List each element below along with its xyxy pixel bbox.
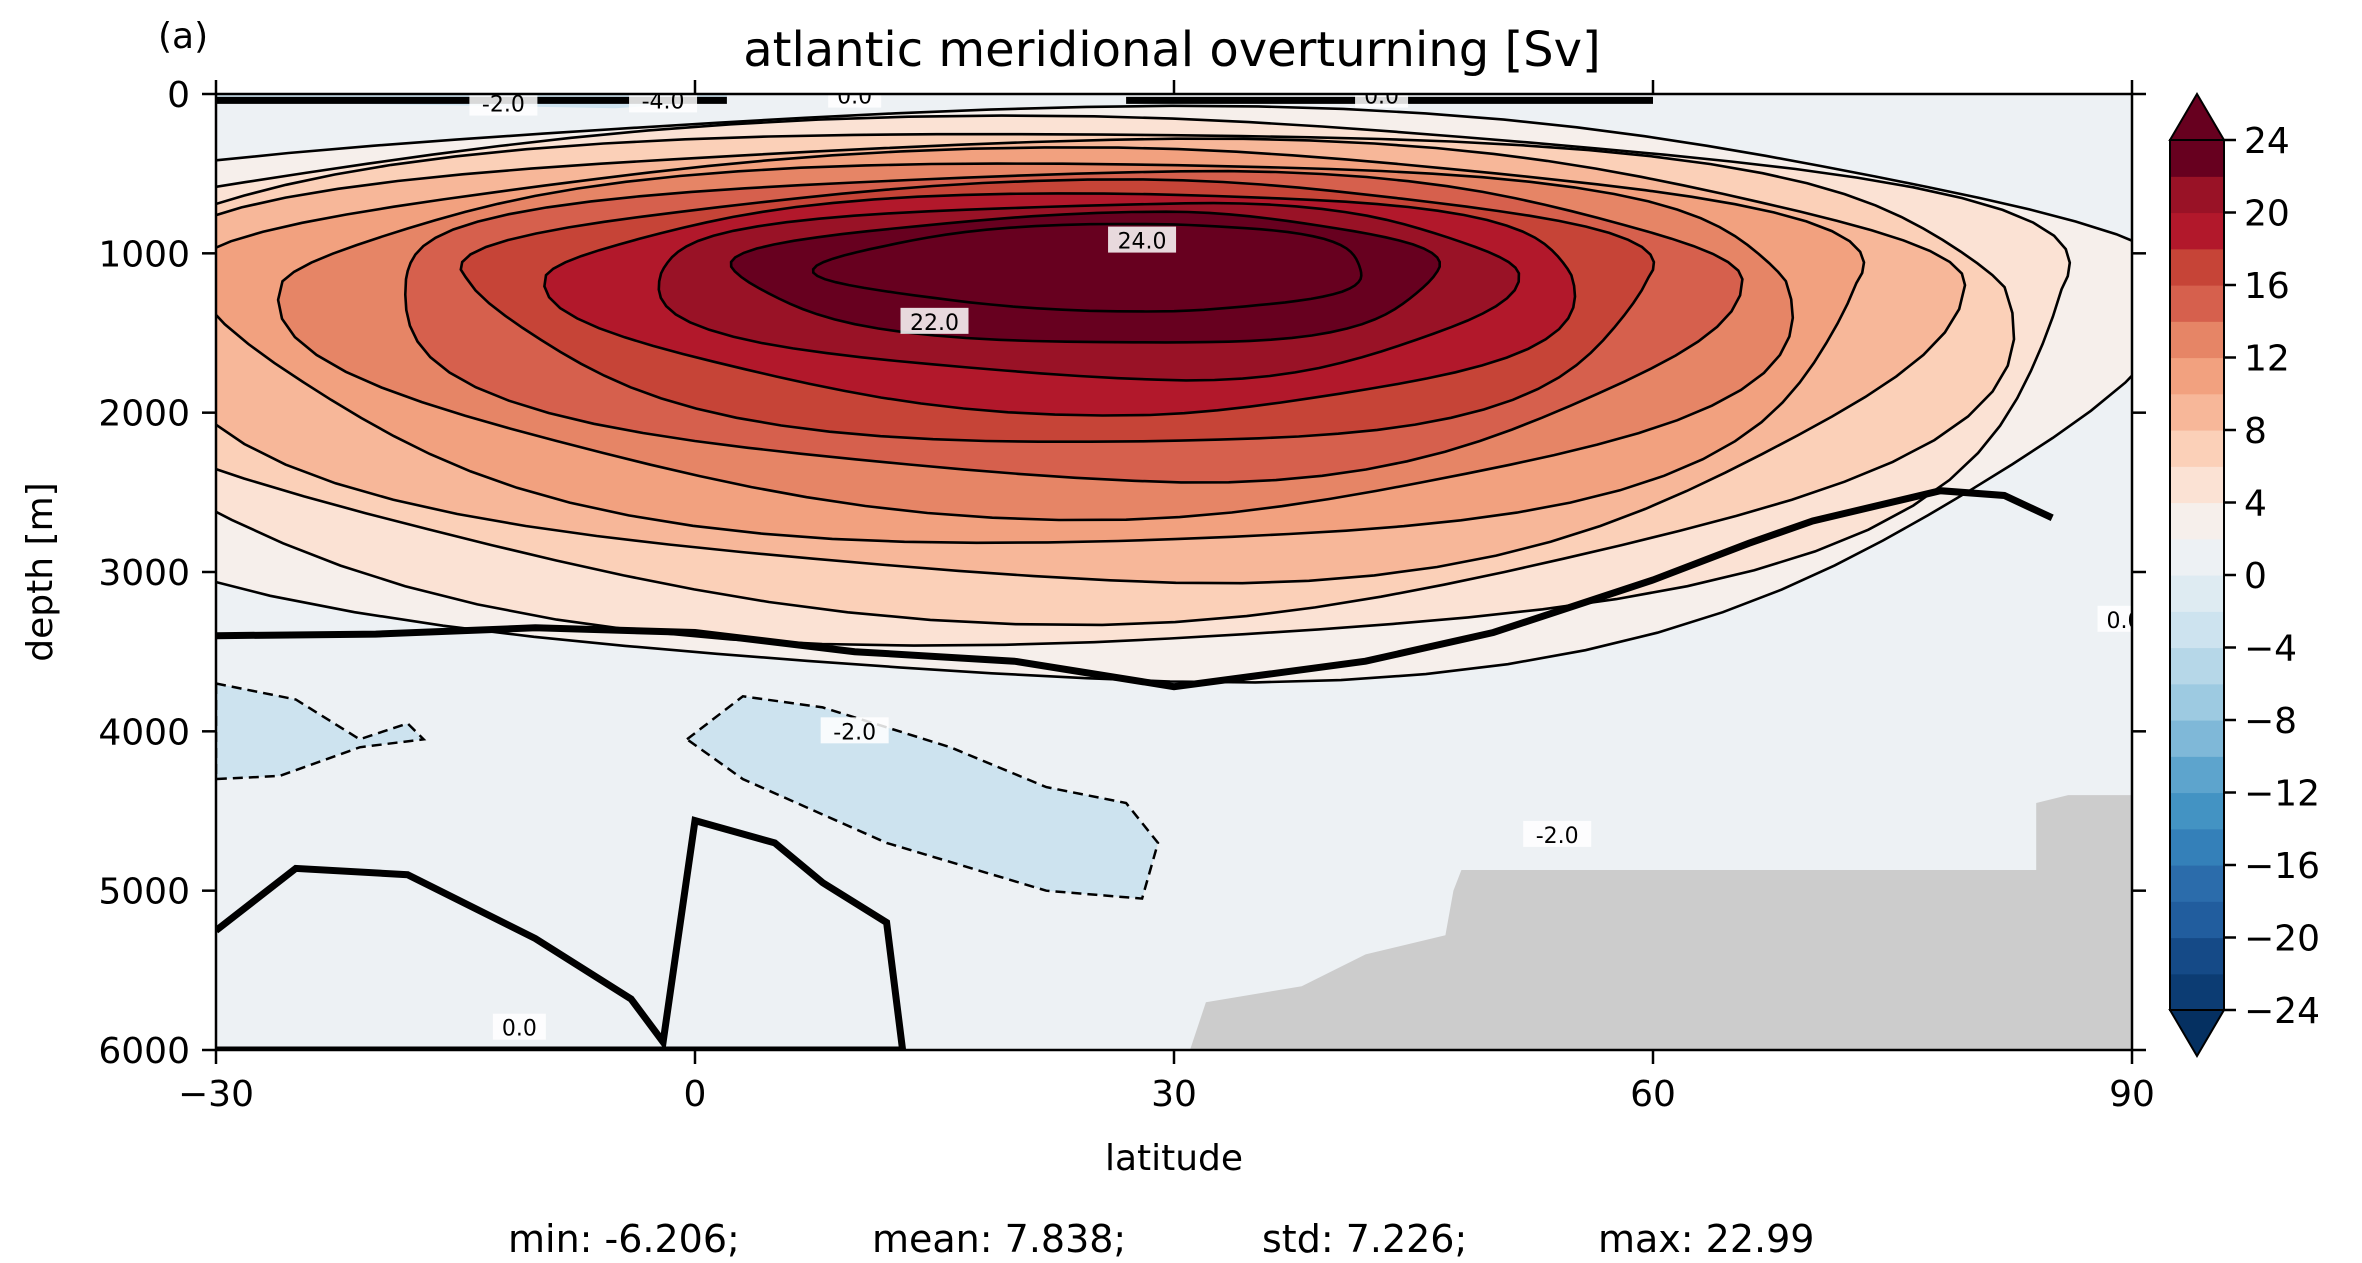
colorbar-tick-label: 24	[2244, 121, 2290, 162]
contour-label: 22.0	[910, 311, 959, 336]
contour-band-24	[811, 222, 1363, 313]
minus-two-contour-center	[684, 694, 1160, 900]
colorbar-segment	[2170, 357, 2224, 395]
contour-label-bg	[828, 94, 882, 108]
x-tick-label: 60	[1630, 1074, 1676, 1115]
y-tick-label: 1000	[98, 234, 190, 275]
colorbar-tick-label: 0	[2244, 556, 2267, 597]
contour-label-bg	[900, 307, 969, 334]
colorbar-segment	[2170, 285, 2224, 322]
x-axis: −30 0 30 60 90	[178, 80, 2155, 1115]
colorbar-segment	[2170, 430, 2224, 467]
stat-std: std: 7.226;	[1262, 1217, 1467, 1261]
colorbar-tick-label: 8	[2244, 411, 2267, 452]
panel-label: (a)	[158, 16, 208, 57]
colorbar-segment	[2170, 538, 2224, 576]
colorbar-segment	[2170, 792, 2224, 830]
contour-label-bg	[1355, 94, 1409, 108]
colorbar-tick-label: 4	[2244, 484, 2267, 525]
colorbar-tick-label: −16	[2244, 846, 2320, 887]
y-tick-label: 5000	[98, 872, 190, 913]
statistics-footer: min: -6.206; mean: 7.838; std: 7.226; ma…	[508, 1217, 1814, 1261]
colorbar: 24 20 16 12 8 4 0 −4 −8 −12 −16 −20 −24	[2168, 92, 2320, 1058]
colorbar-segment	[2170, 176, 2224, 214]
positive-bottom-region	[216, 820, 903, 1050]
contour-label: 0.0	[502, 1017, 537, 1042]
colorbar-tick-label: −12	[2244, 774, 2320, 815]
colorbar-segment	[2170, 248, 2224, 286]
colorbar-extend-min	[2168, 1009, 2226, 1058]
contour-label: 0.0	[837, 85, 872, 110]
contour-label-bg	[2097, 605, 2132, 632]
colorbar-segment	[2170, 901, 2224, 939]
colorbar-segment	[2170, 321, 2224, 359]
stat-min: min: -6.206;	[508, 1217, 740, 1261]
minus-two-contour-left	[216, 682, 427, 781]
colorbar-segment	[2170, 393, 2224, 431]
colorbar-segment	[2170, 212, 2224, 250]
colorbar-tick-label: −8	[2244, 701, 2297, 742]
colorbar-segment	[2170, 973, 2224, 1011]
colorbar-tick-label: 12	[2244, 339, 2290, 380]
colorbar-tick-label: −4	[2244, 629, 2297, 670]
contour-label-bg	[492, 1013, 546, 1040]
land-mask	[1190, 795, 2132, 1050]
colorbar-tick-label: 16	[2244, 266, 2290, 307]
contour-label-bg	[629, 94, 698, 113]
colorbar-segment	[2170, 683, 2224, 721]
contour-label-bg	[1523, 820, 1592, 847]
negative-region-center	[687, 696, 1158, 899]
contour-label-bg	[820, 717, 889, 744]
zero-contour-main	[216, 487, 2054, 691]
colorbar-tick-label: −20	[2244, 919, 2320, 960]
colorbar-segment	[2170, 937, 2224, 975]
contour-bands	[216, 104, 2132, 684]
y-tick-label: 3000	[98, 553, 190, 594]
y-tick-label: 2000	[98, 394, 190, 435]
y-axis-label: depth [m]	[20, 482, 61, 661]
negative-region-left	[216, 683, 424, 780]
colorbar-segment	[2170, 756, 2224, 794]
contour-label: -2.0	[1536, 824, 1579, 849]
colorbar-segment	[2170, 140, 2224, 177]
colorbar-segment	[2170, 611, 2224, 649]
chart-title: atlantic meridional overturning [Sv]	[743, 22, 1601, 78]
contour-label-bg	[1108, 226, 1177, 253]
stat-mean: mean: 7.838;	[872, 1217, 1126, 1261]
contour-label: 24.0	[1118, 230, 1167, 255]
x-tick-label: 30	[1151, 1074, 1197, 1115]
colorbar-segment	[2170, 466, 2224, 504]
contour-label: -2.0	[833, 720, 876, 745]
y-tick-label: 4000	[98, 712, 190, 753]
x-tick-label: −30	[178, 1074, 254, 1115]
contour-label: -4.0	[642, 89, 685, 114]
contour-label-bg	[469, 94, 538, 116]
contour-label: -2.0	[482, 93, 525, 118]
colorbar-segment	[2170, 647, 2224, 685]
colorbar-segment	[2170, 865, 2224, 902]
contour-labels: -2.0 -4.0 0.0 0.0 24.0 22.0 -2.0 -2.0 0.0 0.0	[469, 85, 2142, 1042]
colorbar-tick-label: 20	[2244, 194, 2290, 235]
zero-contour-abyssal	[216, 816, 907, 1050]
x-tick-label: 0	[684, 1074, 707, 1115]
stat-max: max: 22.99	[1598, 1217, 1814, 1261]
y-tick-label: 0	[167, 75, 190, 116]
colorbar-extend-max	[2168, 92, 2226, 141]
contour-label: 0.0	[1364, 85, 1399, 110]
colorbar-segment	[2170, 575, 2224, 612]
colorbar-segment	[2170, 502, 2224, 540]
colorbar-tick-label: −24	[2244, 991, 2320, 1032]
x-tick-label: 90	[2109, 1074, 2155, 1115]
y-axis: 0 1000 2000 3000 4000 5000 6000	[98, 75, 2146, 1072]
x-axis-label: latitude	[1105, 1138, 1243, 1179]
colorbar-segment	[2170, 720, 2224, 757]
colorbar-segment	[2170, 828, 2224, 866]
y-tick-label: 6000	[98, 1031, 190, 1072]
contour-label: 0.0	[2107, 609, 2142, 634]
plot-area: -2.0 -4.0 0.0 0.0 24.0 22.0 -2.0 -2.0 0.0 0.0	[216, 85, 2142, 1050]
